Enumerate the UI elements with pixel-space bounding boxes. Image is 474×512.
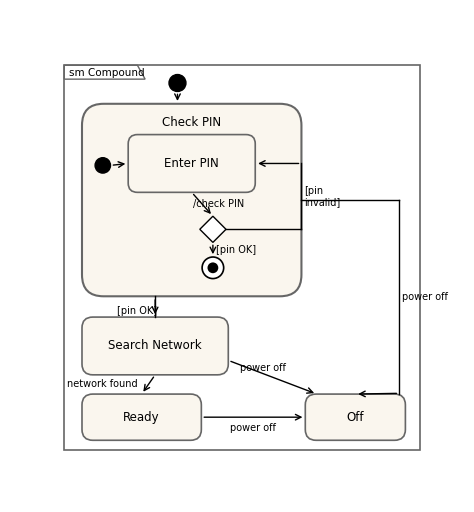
FancyBboxPatch shape [82, 317, 228, 375]
Text: [pin
invalid]: [pin invalid] [304, 185, 340, 207]
Text: Search Network: Search Network [109, 339, 202, 352]
Polygon shape [200, 216, 226, 242]
Text: power off: power off [240, 364, 286, 373]
Circle shape [208, 263, 219, 273]
FancyBboxPatch shape [82, 394, 201, 440]
FancyBboxPatch shape [305, 394, 405, 440]
Text: Ready: Ready [123, 411, 160, 424]
Circle shape [202, 257, 224, 279]
Circle shape [95, 158, 110, 173]
Text: power off: power off [230, 423, 276, 433]
Polygon shape [64, 66, 145, 79]
Text: [pin OK]: [pin OK] [117, 306, 157, 315]
FancyBboxPatch shape [128, 135, 255, 193]
Text: power off: power off [401, 292, 447, 302]
Text: Check PIN: Check PIN [162, 116, 221, 129]
FancyBboxPatch shape [82, 104, 301, 296]
Circle shape [169, 75, 186, 92]
Text: Off: Off [346, 411, 364, 424]
Text: /check PIN: /check PIN [193, 199, 245, 209]
Text: sm Compound: sm Compound [69, 68, 145, 78]
Text: [pin OK]: [pin OK] [216, 245, 256, 254]
Text: Enter PIN: Enter PIN [164, 157, 219, 170]
Text: network found: network found [67, 379, 138, 390]
